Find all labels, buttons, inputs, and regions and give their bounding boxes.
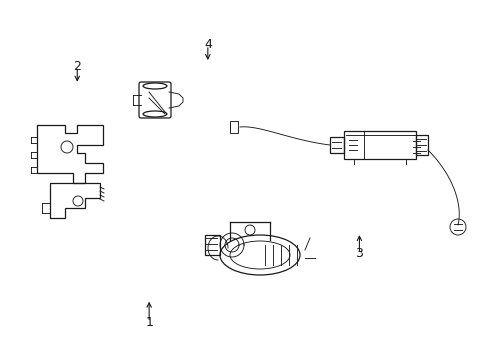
Bar (229, 121, 238, 133)
Bar (343, 131, 415, 159)
Text: 4: 4 (203, 39, 211, 51)
Text: 3: 3 (355, 247, 363, 260)
Text: 2: 2 (73, 60, 81, 73)
Bar (415, 135, 427, 155)
Bar (204, 235, 220, 255)
Bar (329, 137, 343, 153)
Text: 1: 1 (145, 316, 153, 329)
